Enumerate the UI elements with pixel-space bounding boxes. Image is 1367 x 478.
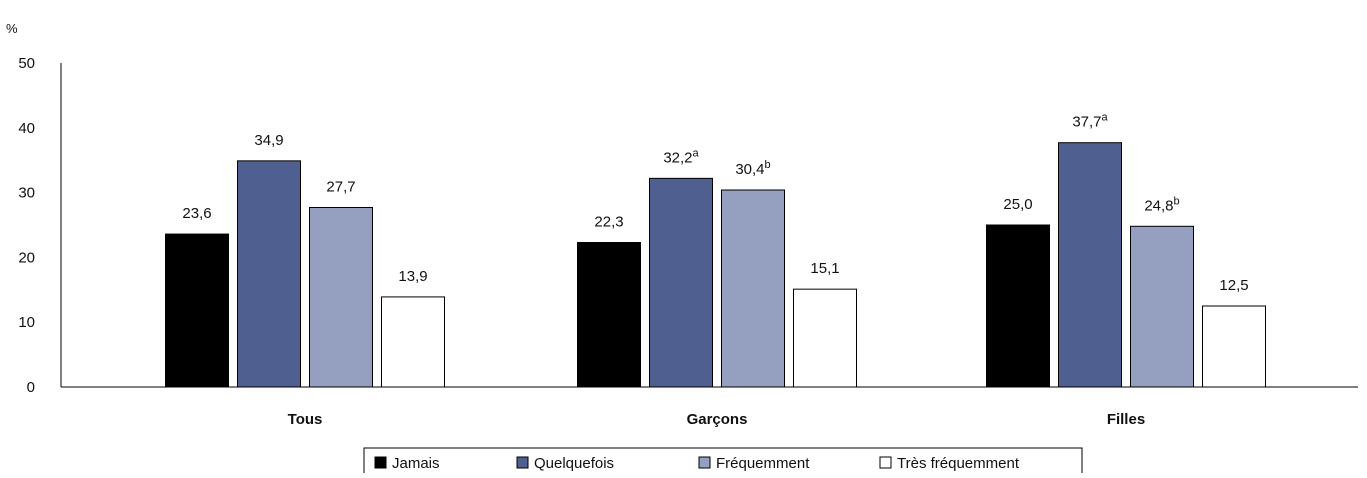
legend-box	[363, 447, 1083, 477]
y-axis: 0 10 20 30 40 50	[18, 55, 62, 396]
bar	[577, 241, 641, 388]
y-axis-unit-label: %	[6, 21, 18, 36]
bar	[721, 189, 785, 388]
data-label: 30,4b	[735, 159, 770, 178]
data-label: 24,8b	[1144, 195, 1179, 214]
legend-label: Quelquefois	[534, 455, 614, 472]
data-label-superscript: b	[1174, 195, 1180, 207]
bar	[309, 207, 373, 388]
data-label: 25,0	[1003, 196, 1032, 213]
bar	[237, 160, 301, 388]
data-label-superscript: a	[693, 147, 700, 159]
legend-label: Fréquemment	[716, 455, 810, 472]
bar	[649, 177, 713, 388]
legend-label: Très fréquemment	[897, 455, 1020, 472]
data-label: 13,9	[398, 268, 427, 285]
y-tick-label: 0	[27, 379, 35, 396]
data-label: 27,7	[326, 179, 355, 196]
data-label-superscript: b	[765, 159, 771, 171]
y-tick-label: 10	[18, 314, 35, 331]
data-label: 12,5	[1219, 277, 1248, 294]
y-tick-label: 50	[18, 55, 35, 72]
x-category-label: Filles	[1107, 411, 1145, 428]
data-label: 22,3	[594, 213, 623, 230]
x-axis: Tous Garçons Filles	[61, 386, 1358, 428]
bar	[381, 296, 445, 388]
legend-swatch	[374, 456, 387, 469]
y-tick-label: 30	[18, 185, 35, 202]
bar	[165, 233, 229, 388]
bar	[986, 224, 1050, 388]
bar	[1130, 225, 1194, 388]
legend-swatch	[879, 456, 892, 469]
y-tick-label: 20	[18, 249, 35, 266]
data-label: 32,2a	[663, 147, 699, 166]
bar	[793, 288, 857, 388]
legend-swatch	[516, 456, 529, 469]
bar	[1202, 305, 1266, 388]
data-label: 34,9	[254, 132, 283, 149]
bars-group	[165, 142, 1266, 388]
y-tick-label: 40	[18, 120, 35, 137]
legend: Jamais Quelquefois Fréquemment Très fréquem…	[363, 447, 1083, 477]
x-category-label: Garçons	[687, 411, 748, 428]
value-labels-group: 23,6 34,9 27,7 13,9 22,3 32,2a 30,4b 15,1 25,0 37…	[182, 112, 1248, 294]
legend-swatch	[698, 456, 711, 469]
data-label: 15,1	[810, 260, 839, 277]
x-category-label: Tous	[288, 411, 323, 428]
data-label-superscript: a	[1102, 112, 1109, 124]
bar	[1058, 142, 1122, 388]
data-label: 37,7a	[1072, 112, 1108, 131]
legend-label: Jamais	[392, 455, 440, 472]
data-label: 23,6	[182, 205, 211, 222]
